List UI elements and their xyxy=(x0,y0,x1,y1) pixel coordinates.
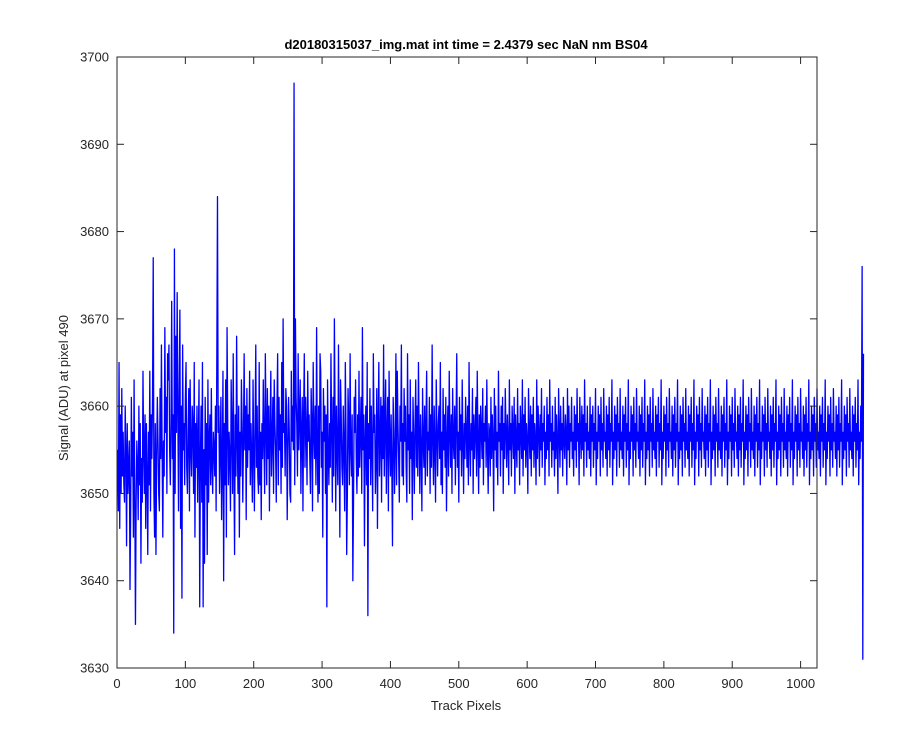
x-tick-label: 400 xyxy=(380,676,402,691)
x-tick-label: 200 xyxy=(243,676,265,691)
y-tick-label: 3640 xyxy=(80,573,109,588)
x-axis-label: Track Pixels xyxy=(431,698,502,713)
y-tick-label: 3660 xyxy=(80,399,109,414)
y-tick-label: 3630 xyxy=(80,661,109,676)
y-tick-label: 3690 xyxy=(80,137,109,152)
x-axis-ticks: 0 100 200 300 400 500 600 700 800 900 1000 xyxy=(113,57,815,691)
series-line-1 xyxy=(117,82,865,660)
x-tick-label: 600 xyxy=(516,676,538,691)
plot-area xyxy=(117,57,817,668)
x-tick-label: 1000 xyxy=(786,676,815,691)
x-tick-label: 500 xyxy=(448,676,470,691)
plot-axes: 0 100 200 300 400 500 600 700 800 900 1000 3630 364… xyxy=(80,50,865,691)
y-tick-label: 3650 xyxy=(80,486,109,501)
chart-title: d20180315037_img.mat int time = 2.4379 s… xyxy=(284,37,648,52)
x-tick-label: 800 xyxy=(653,676,675,691)
y-axis-ticks: 3630 3640 3650 3660 3670 3680 3690 3700 xyxy=(80,50,817,676)
y-tick-label: 3680 xyxy=(80,224,109,239)
y-tick-label: 3700 xyxy=(80,50,109,65)
x-tick-label: 900 xyxy=(721,676,743,691)
x-tick-label: 300 xyxy=(311,676,333,691)
x-tick-label: 100 xyxy=(175,676,197,691)
y-tick-label: 3670 xyxy=(80,311,109,326)
x-tick-label: 0 xyxy=(113,676,120,691)
y-axis-label: Signal (ADU) at pixel 490 xyxy=(56,315,71,461)
x-tick-label: 700 xyxy=(585,676,607,691)
axes-box xyxy=(116,56,818,669)
series-layer xyxy=(117,82,865,660)
